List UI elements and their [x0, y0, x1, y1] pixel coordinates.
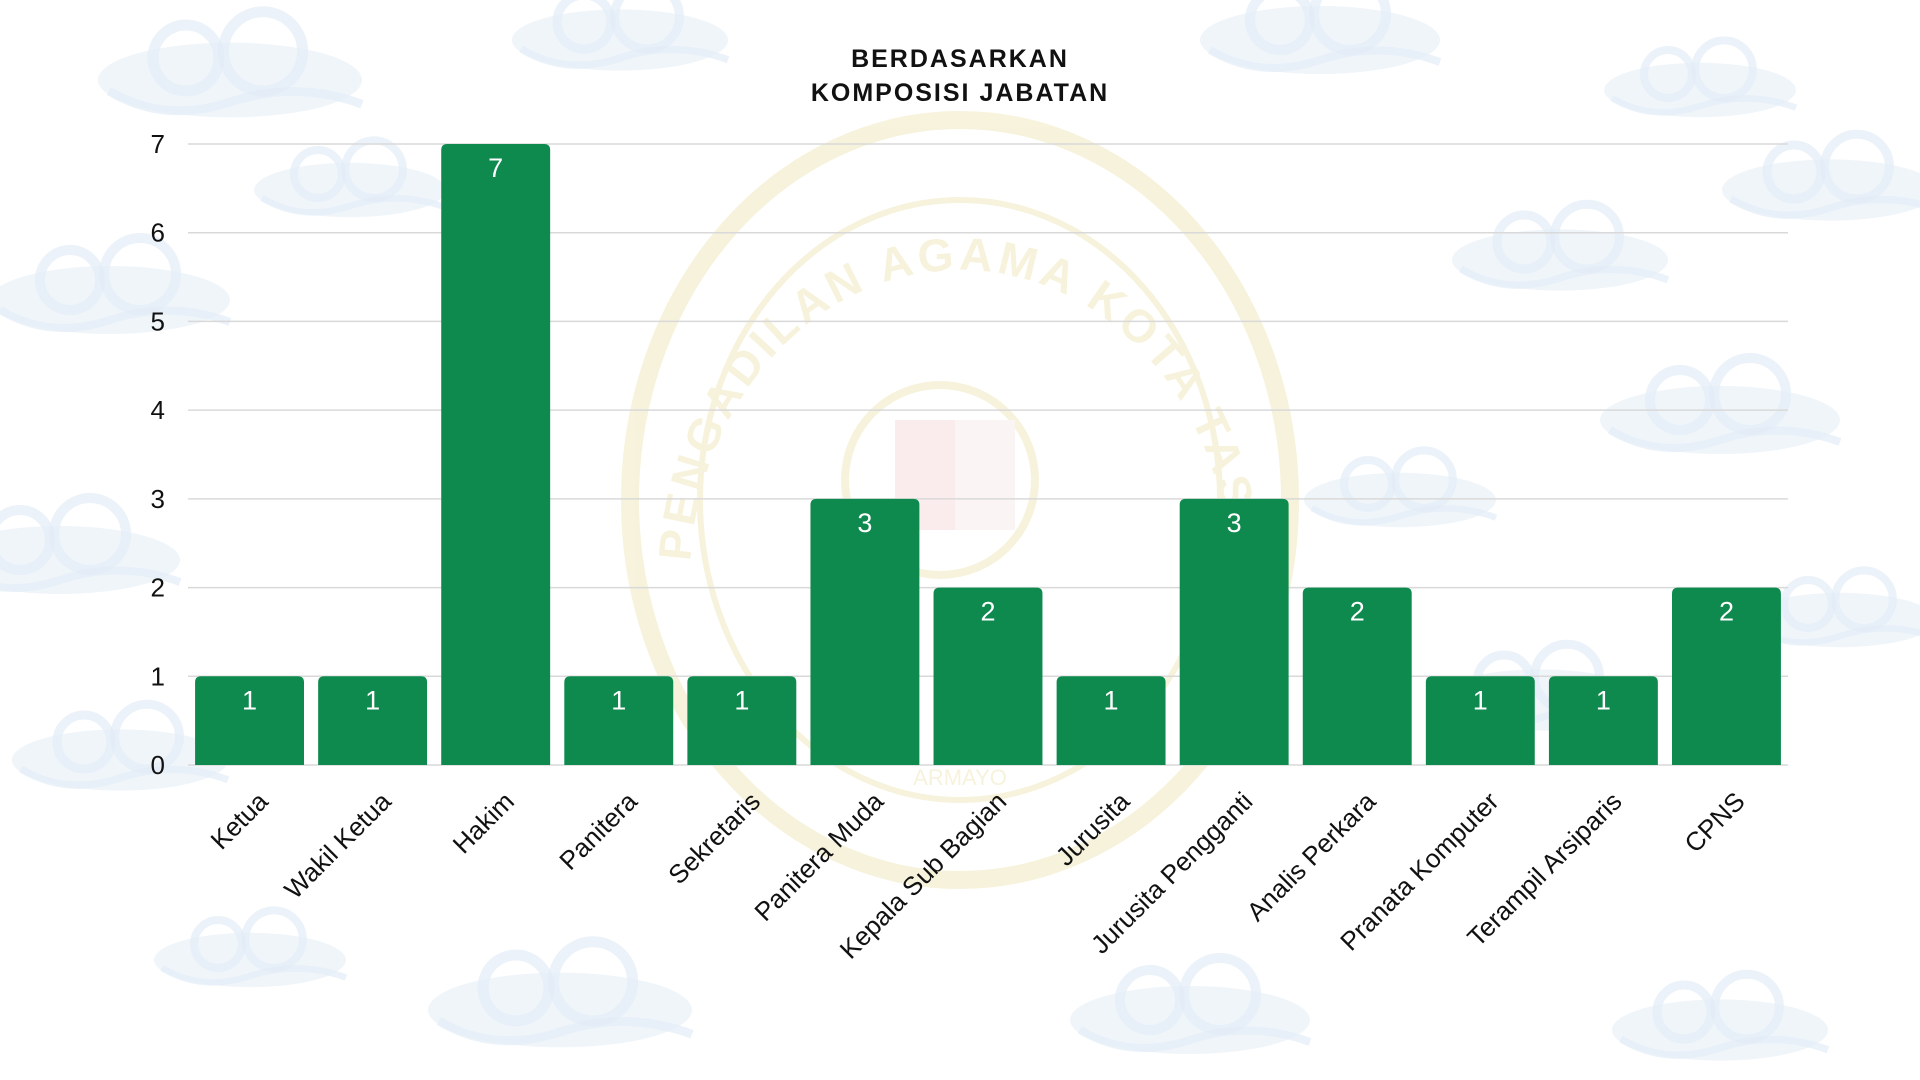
y-tick-label: 6 [151, 218, 165, 248]
bar-8 [1179, 498, 1289, 765]
cloud-motif [1200, 0, 1442, 74]
y-tick-label: 0 [151, 750, 165, 780]
cloud-motif [1722, 129, 1920, 221]
x-tick-label-7: Jurusita [1050, 786, 1136, 872]
cloud-motif [512, 0, 730, 71]
chart-title-line-1: BERDASARKAN [851, 45, 1069, 73]
data-label-0: 1 [242, 685, 257, 715]
cloud-motif [1604, 36, 1798, 118]
data-label-6: 2 [980, 597, 995, 627]
y-axis-ticks: 0 1 2 3 4 5 6 7 [151, 129, 165, 780]
data-label-4: 1 [734, 685, 749, 715]
bar-9 [1302, 587, 1412, 765]
bars: 1 1 7 1 1 3 2 1 3 2 1 1 2 [195, 144, 1781, 765]
cloud-motif [0, 493, 182, 594]
x-tick-label-3: Panitera [553, 786, 643, 876]
data-label-8: 3 [1227, 508, 1242, 538]
y-tick-label: 7 [151, 129, 165, 159]
cloud-motif [1612, 969, 1830, 1061]
bar-2 [441, 144, 551, 765]
x-tick-label-5: Panitera Muda [748, 786, 889, 927]
x-tick-label-9: Analis Perkara [1241, 786, 1382, 927]
bar-6 [933, 587, 1043, 765]
cloud-motif [1452, 199, 1670, 291]
data-label-11: 1 [1596, 685, 1611, 715]
x-tick-label-0: Ketua [205, 786, 275, 856]
cloud-motif [0, 233, 232, 334]
x-tick-label-1: Wakil Ketua [278, 786, 397, 905]
cloud-motif [1070, 953, 1312, 1054]
y-tick-label: 3 [151, 484, 165, 514]
cloud-motif [11, 699, 230, 791]
cloud-motif [1744, 566, 1920, 648]
data-label-10: 1 [1473, 685, 1488, 715]
bar-0 [195, 676, 304, 765]
y-tick-label: 4 [151, 395, 165, 425]
cloud-motif [1600, 353, 1842, 454]
cloud-motif [1304, 446, 1498, 528]
y-tick-label: 2 [151, 573, 165, 603]
data-label-3: 1 [611, 685, 626, 715]
cloud-motif [428, 936, 694, 1048]
bar-5 [810, 498, 920, 765]
x-tick-label-2: Hakim [447, 786, 520, 859]
bar-4 [687, 676, 797, 765]
x-tick-label-4: Sekretaris [662, 786, 766, 890]
data-label-12: 2 [1719, 597, 1734, 627]
data-label-2: 7 [488, 153, 503, 183]
bar-1 [318, 676, 428, 765]
bar-3 [564, 676, 674, 765]
y-tick-label: 5 [151, 306, 165, 336]
bar-11 [1548, 676, 1658, 765]
bar-7 [1056, 676, 1166, 765]
chart-title: BERDASARKAN KOMPOSISI JABATAN [0, 42, 1920, 110]
x-axis-labels: Ketua Wakil Ketua Hakim Panitera SekretarisP… [205, 786, 1751, 965]
bar-10 [1425, 676, 1535, 765]
data-label-5: 3 [857, 508, 872, 538]
data-label-1: 1 [365, 685, 380, 715]
x-tick-label-12: CPNS [1678, 786, 1750, 858]
chart-title-line-2: KOMPOSISI JABATAN [810, 79, 1110, 107]
y-tick-label: 1 [151, 661, 165, 691]
data-label-9: 2 [1350, 597, 1365, 627]
data-label-7: 1 [1104, 685, 1119, 715]
cloud-motif [254, 136, 448, 218]
seal-bottom-text: ARMAYO [913, 765, 1007, 790]
cloud-motif [154, 906, 348, 988]
cloud-motif [98, 6, 364, 118]
bar-12 [1672, 587, 1781, 765]
